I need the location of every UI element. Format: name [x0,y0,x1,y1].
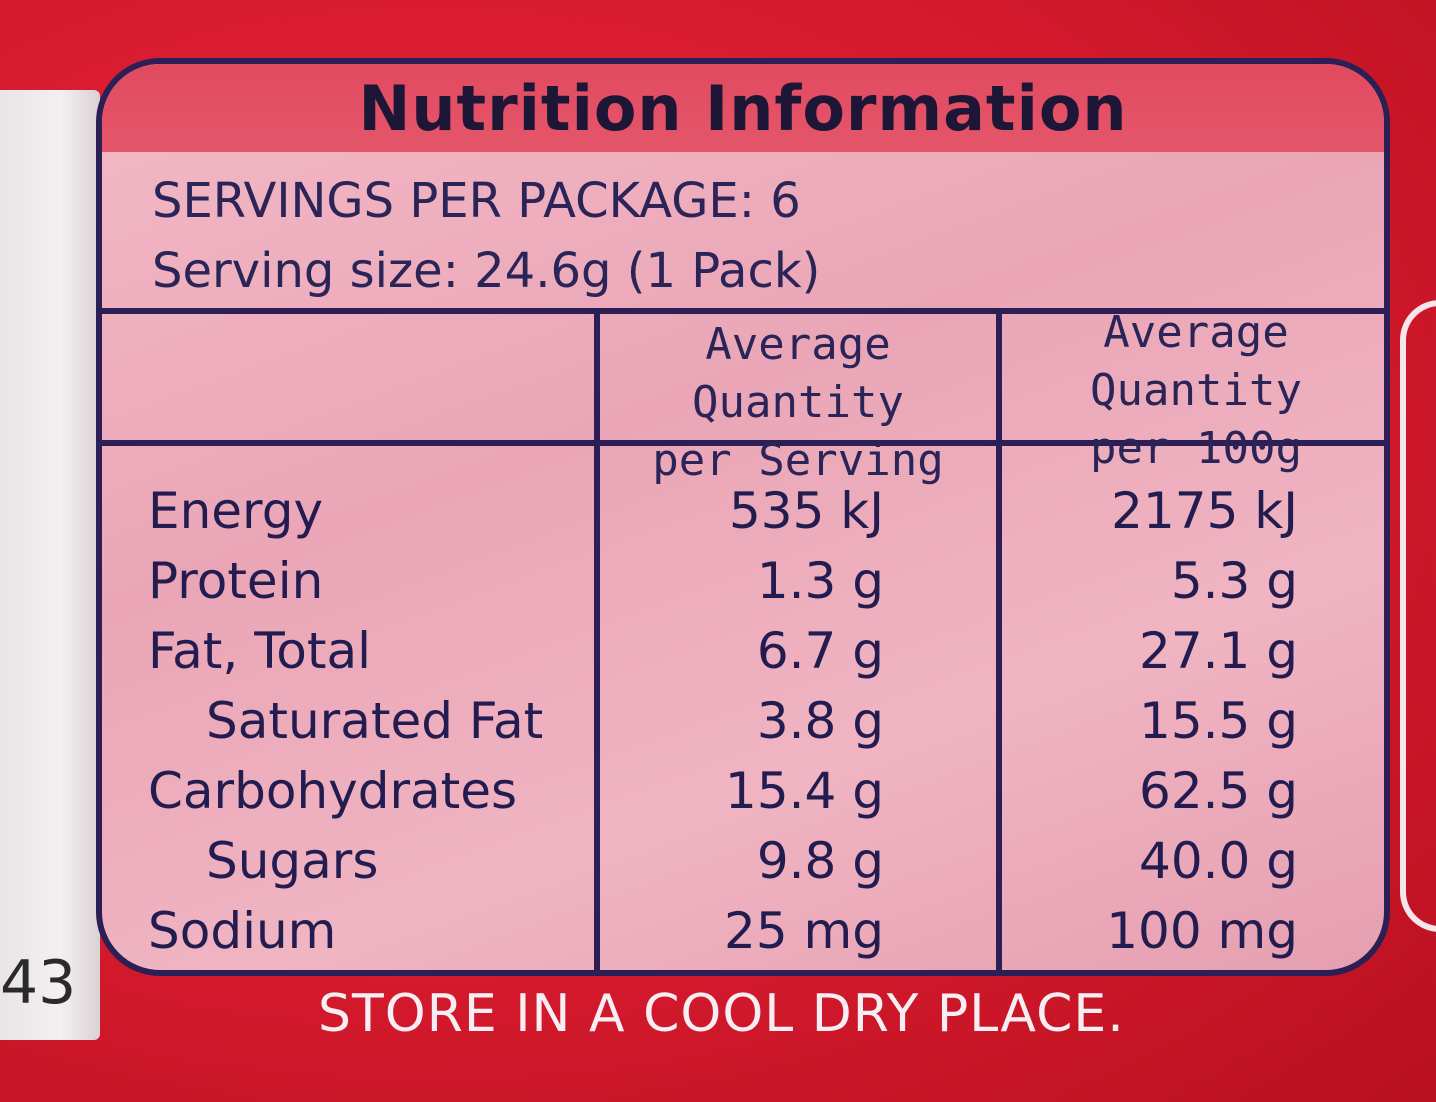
per-100g-value: 2175 kJ [1111,482,1298,540]
per-100g-value: 100 mg [1106,902,1298,960]
nutrition-panel: Nutrition Information SERVINGS PER PACKA… [96,58,1390,976]
nutrient-label: Protein [148,552,324,610]
per-serving-value: 535 kJ [728,482,884,540]
per-100g-value: 40.0 g [1139,832,1298,890]
per-serving-values: 535 kJ 1.3 g 6.7 g 3.8 g 15.4 g 9.8 g 25… [724,476,884,966]
per-serving-value: 9.8 g [756,832,884,890]
per-100g-value: 15.5 g [1139,692,1298,750]
per-100g-value: 62.5 g [1139,762,1298,820]
nutrient-label: Fat, Total [148,622,371,680]
nutrient-labels: Energy Protein Fat, Total Saturated Fat … [148,476,543,966]
divider-servings [102,308,1384,314]
adjacent-panel-strip: 43 [0,90,100,1040]
per-serving-value: 6.7 g [756,622,884,680]
column-divider-2 [996,312,1002,970]
nutrient-label: Energy [148,482,324,540]
nutrient-label: Sugars [206,832,379,890]
per-100g-value: 27.1 g [1139,622,1298,680]
panel-title-bar: Nutrition Information [102,64,1384,152]
per-serving-value: 1.3 g [756,552,884,610]
column-divider-1 [594,312,600,970]
per-serving-value: 25 mg [724,902,884,960]
servings-info: SERVINGS PER PACKAGE: 6 Serving size: 24… [152,166,820,306]
per-serving-value: 15.4 g [725,762,884,820]
per-100g-values: 2175 kJ 5.3 g 27.1 g 15.5 g 62.5 g 40.0 … [1106,476,1298,966]
nutrient-label: Saturated Fat [206,692,544,750]
column-header-per-serving: Average Quantity per Serving [652,319,944,486]
divider-header [102,440,1384,446]
nutrient-label: Sodium [148,902,337,960]
per-serving-value: 3.8 g [756,692,884,750]
panel-title: Nutrition Information [358,71,1128,145]
column-header-per-100g: Average Quantity per 100g [1090,307,1302,474]
nutrient-label: Carbohydrates [148,762,518,820]
per-100g-value: 5.3 g [1170,552,1298,610]
servings-per-package: SERVINGS PER PACKAGE: 6 [152,173,801,229]
side-number: 43 [0,948,77,1018]
right-edge-arc [1400,300,1436,932]
storage-instruction: STORE IN A COOL DRY PLACE. [318,984,1125,1044]
serving-size: Serving size: 24.6g (1 Pack) [152,243,821,299]
